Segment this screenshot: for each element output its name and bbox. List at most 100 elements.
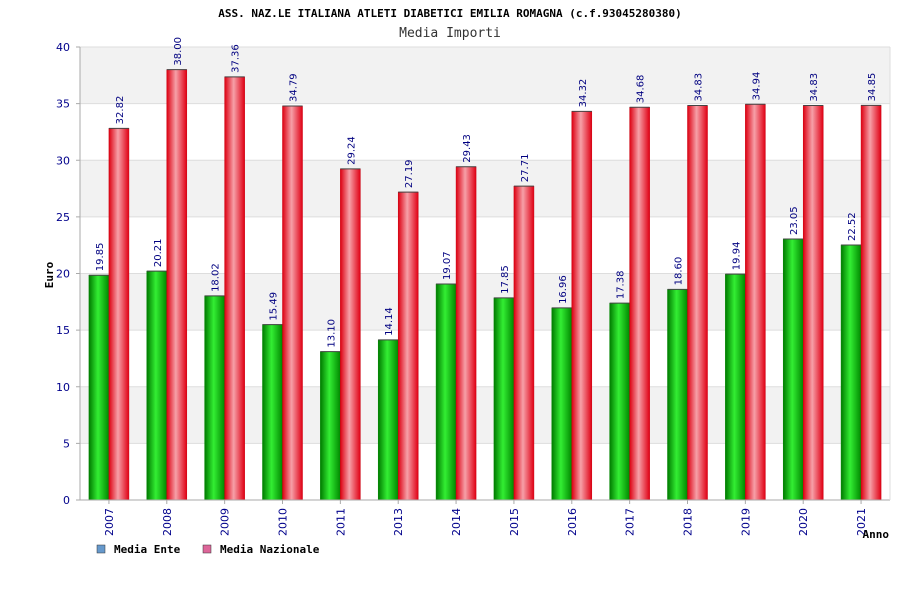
x-tick-label: 2010 — [277, 508, 290, 536]
y-tick-label: 5 — [63, 437, 70, 450]
bar-media-ente-2008 — [146, 270, 168, 501]
plot-band — [80, 443, 890, 500]
bar-media-ente-2010 — [262, 324, 283, 501]
plot-band — [80, 103, 890, 161]
data-label: 29.43 — [462, 134, 473, 163]
data-label: 29.24 — [346, 136, 357, 165]
legend-swatch-media-nazionale — [202, 544, 212, 554]
data-label: 19.94 — [731, 242, 742, 271]
bar-media-nazionale-2017 — [629, 106, 650, 501]
bar-media-ente-2013 — [377, 339, 399, 501]
data-label: 38.00 — [173, 37, 184, 66]
bar-media-nazionale-2007 — [108, 128, 130, 501]
bar-media-nazionale-2009 — [224, 76, 245, 501]
x-tick-label: 2011 — [334, 508, 347, 536]
x-tick-label: 2017 — [624, 508, 637, 536]
y-tick-label: 0 — [63, 494, 70, 507]
bar-media-ente-2015 — [493, 297, 515, 501]
data-label: 34.79 — [289, 73, 300, 102]
plot-band — [80, 216, 890, 274]
data-label: 34.83 — [694, 73, 705, 102]
bar-media-nazionale-2016 — [571, 111, 593, 501]
axes-group: 0 5 10 15 20 25 30 35 40 2007 2008 2009 2010 2011 2013… — [56, 41, 891, 536]
bar-media-ente-2019 — [725, 273, 746, 501]
data-label: 19.85 — [95, 243, 106, 272]
data-label: 34.94 — [751, 72, 762, 101]
data-label: 34.32 — [578, 79, 589, 108]
data-label: 32.82 — [115, 96, 126, 125]
bar-media-nazionale-2020 — [802, 105, 824, 501]
bar-media-ente-2011 — [320, 351, 341, 501]
x-axis-label: Anno — [863, 528, 890, 541]
y-tick-label: 35 — [56, 98, 70, 111]
y-tick-label: 30 — [56, 154, 70, 167]
x-tick-label: 2015 — [508, 508, 521, 536]
y-tick-label: 25 — [56, 211, 70, 224]
data-label: 22.52 — [847, 212, 858, 241]
plot-band — [80, 160, 890, 217]
data-label: 23.05 — [789, 206, 800, 235]
bar-media-ente-2021 — [840, 244, 862, 501]
x-tick-label: 2020 — [797, 508, 810, 536]
y-axis-label: Euro — [43, 261, 56, 288]
x-tick-label: 2018 — [682, 508, 695, 536]
bar-media-ente-2014 — [435, 283, 457, 501]
data-label: 34.68 — [636, 75, 647, 104]
x-tick-label: 2008 — [161, 508, 174, 536]
plot-band — [80, 273, 890, 331]
legend-label-media-nazionale: Media Nazionale — [220, 543, 320, 556]
data-label: 16.96 — [558, 275, 569, 304]
x-tick-label: 2014 — [450, 508, 463, 536]
data-label: 18.60 — [674, 257, 685, 286]
bar-media-nazionale-2019 — [745, 104, 766, 501]
legend: Media Ente Media Nazionale — [96, 543, 320, 556]
bar-media-nazionale-2013 — [397, 191, 419, 501]
data-label: 27.19 — [404, 159, 415, 188]
x-tick-label: 2013 — [392, 508, 405, 536]
data-label: 34.85 — [867, 73, 878, 102]
data-label: 37.36 — [231, 44, 242, 73]
plot-band — [80, 330, 890, 387]
bar-media-ente-2017 — [609, 302, 630, 501]
data-label: 18.02 — [211, 263, 222, 292]
bar-media-ente-2020 — [782, 238, 804, 501]
legend-label-media-ente: Media Ente — [114, 543, 181, 556]
legend-swatch-media-ente — [96, 544, 106, 554]
data-label: 27.71 — [520, 154, 531, 183]
bar-media-nazionale-2015 — [513, 185, 535, 501]
bar-media-nazionale-2014 — [455, 166, 477, 501]
data-label: 15.49 — [269, 292, 280, 321]
bar-media-nazionale-2018 — [687, 105, 708, 501]
chart-subtitle: Media Importi — [399, 26, 501, 41]
bar-media-nazionale-2011 — [340, 168, 361, 501]
x-tick-label: 2009 — [219, 508, 232, 536]
bar-media-nazionale-2008 — [166, 69, 188, 501]
chart-title: ASS. NAZ.LE ITALIANA ATLETI DIABETICI EM… — [218, 7, 682, 20]
plot-band — [80, 47, 890, 104]
y-tick-label: 10 — [56, 381, 70, 394]
x-tick-label: 2019 — [739, 508, 752, 536]
y-tick-label: 40 — [56, 41, 70, 54]
bar-media-ente-2018 — [667, 289, 688, 501]
bar-media-ente-2009 — [204, 295, 225, 501]
data-label: 19.07 — [442, 251, 453, 280]
bars-group — [88, 69, 882, 501]
data-label: 34.83 — [809, 73, 820, 102]
data-label: 17.85 — [500, 265, 511, 294]
plot-band — [80, 386, 890, 444]
bar-media-ente-2007 — [88, 274, 110, 501]
bar-media-nazionale-2010 — [282, 105, 303, 501]
bar-media-ente-2016 — [551, 307, 573, 501]
y-tick-label: 20 — [56, 268, 70, 281]
x-tick-label: 2021 — [855, 508, 868, 536]
y-tick-label: 15 — [56, 324, 70, 337]
data-label: 17.38 — [616, 271, 627, 300]
bar-media-nazionale-2021 — [860, 105, 882, 501]
x-tick-label: 2016 — [566, 508, 579, 536]
data-label: 20.21 — [153, 238, 164, 267]
data-label: 13.10 — [326, 319, 337, 348]
data-labels-group: 19.85 32.82 20.21 38.00 18.02 37.36 15.49 34.79… — [95, 37, 878, 348]
data-label: 14.14 — [384, 307, 395, 336]
x-tick-label: 2007 — [103, 508, 116, 536]
